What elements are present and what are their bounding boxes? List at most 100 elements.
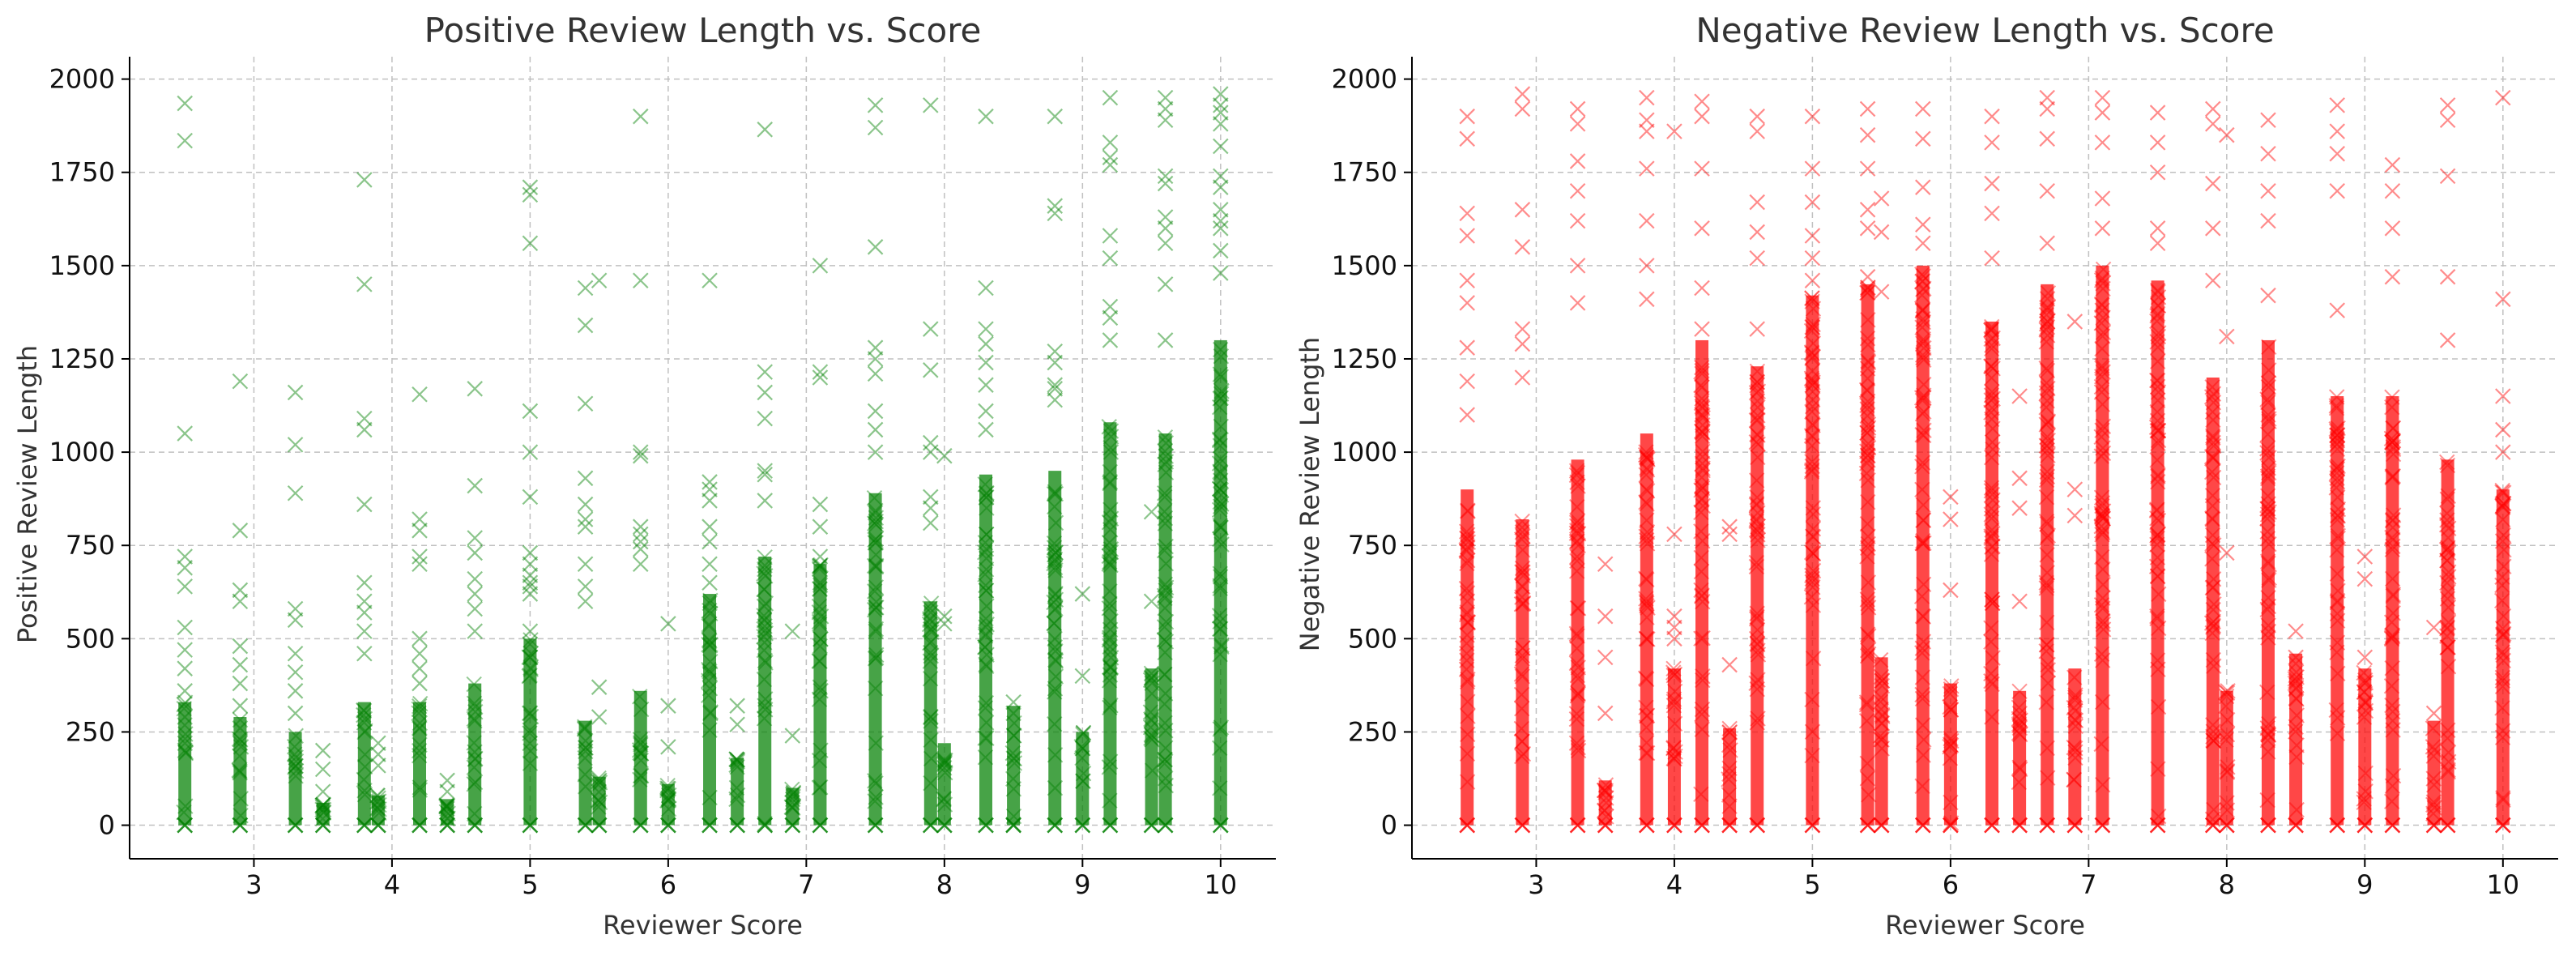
data-point [923, 624, 940, 640]
data-point [1570, 526, 1587, 542]
data-point [702, 633, 718, 649]
data-point [868, 775, 884, 792]
data-point [811, 604, 828, 621]
data-point [467, 530, 483, 546]
data-point [936, 755, 953, 771]
data-point [2011, 817, 2028, 834]
data-point [1570, 742, 1587, 759]
data-point [1750, 711, 1766, 727]
data-point [1102, 557, 1119, 574]
data-point [978, 550, 995, 566]
data-point [1514, 519, 1530, 536]
data-point [936, 790, 952, 807]
data-point [702, 481, 718, 497]
data-point [1860, 284, 1876, 301]
data-point [590, 792, 607, 809]
data-point [2439, 553, 2455, 569]
data-point [785, 800, 801, 817]
data-point [2385, 432, 2401, 449]
data-point [1943, 815, 1960, 831]
data-point [522, 705, 539, 721]
data-point [2328, 389, 2345, 405]
data-point [2260, 145, 2276, 162]
data-point [522, 578, 539, 595]
x-tick-label: 4 [384, 869, 400, 900]
y-tick-label: 750 [1348, 530, 1397, 561]
data-point [1211, 455, 1228, 472]
data-point [467, 712, 483, 729]
data-point [659, 792, 676, 809]
data-point [1638, 494, 1654, 510]
data-point [2093, 506, 2109, 522]
data-point [1212, 817, 1229, 834]
data-point [1694, 588, 1710, 604]
data-point [1750, 399, 1766, 416]
data-point [1942, 817, 1959, 834]
data-point [2440, 639, 2456, 655]
data-point [1803, 544, 1820, 561]
data-point [978, 489, 994, 506]
data-point [811, 779, 828, 796]
dense-marker-column [2441, 459, 2454, 826]
data-point [1638, 532, 1655, 548]
data-point [1156, 503, 1173, 520]
data-point [1515, 564, 1531, 581]
data-point [1157, 510, 1174, 527]
data-point [1873, 732, 1889, 748]
data-point [2095, 275, 2111, 292]
dense-marker-column [2096, 265, 2109, 826]
data-point [1046, 555, 1062, 572]
data-point [729, 787, 746, 804]
data-point [1693, 482, 1709, 498]
data-point [1213, 519, 1229, 536]
data-point [2260, 496, 2276, 512]
data-point [2038, 416, 2054, 433]
data-point [2150, 761, 2166, 777]
data-point [1860, 280, 1876, 296]
dense-marker-column [2427, 720, 2441, 826]
data-point [2260, 817, 2276, 834]
data-point [1665, 750, 1682, 766]
data-point [2440, 530, 2456, 546]
data-point [1748, 496, 1765, 512]
data-point [756, 711, 773, 727]
data-point [1212, 341, 1229, 358]
data-point [922, 612, 938, 629]
data-point [1859, 220, 1876, 237]
data-point [356, 783, 373, 799]
data-point [1101, 535, 1118, 551]
data-point [2495, 527, 2512, 544]
data-point [632, 732, 649, 748]
data-point [2260, 395, 2276, 411]
data-point [591, 775, 608, 791]
data-point [1873, 715, 1890, 732]
data-point [2259, 426, 2276, 442]
x-axis-label: Reviewer Score [1885, 910, 2085, 941]
data-point [2384, 434, 2400, 450]
data-point [2039, 577, 2055, 594]
data-point [784, 781, 800, 797]
data-point [2219, 795, 2235, 811]
data-point [1915, 314, 1932, 331]
data-point [356, 715, 373, 731]
data-point [2384, 697, 2400, 714]
data-point [1047, 354, 1064, 371]
data-point [1750, 412, 1766, 429]
data-point [521, 649, 537, 665]
data-point [812, 557, 829, 574]
data-point [412, 817, 428, 834]
data-point [1157, 715, 1173, 732]
data-point [177, 660, 193, 676]
data-point [2261, 413, 2277, 429]
data-point [2066, 699, 2082, 716]
data-point [2150, 512, 2167, 529]
data-point [1515, 595, 1531, 612]
data-point [370, 735, 386, 752]
data-point [2205, 100, 2221, 117]
data-point [978, 354, 994, 371]
data-point [1943, 702, 1960, 718]
data-point [702, 519, 718, 535]
data-point [1639, 450, 1655, 466]
data-point [2095, 261, 2112, 278]
